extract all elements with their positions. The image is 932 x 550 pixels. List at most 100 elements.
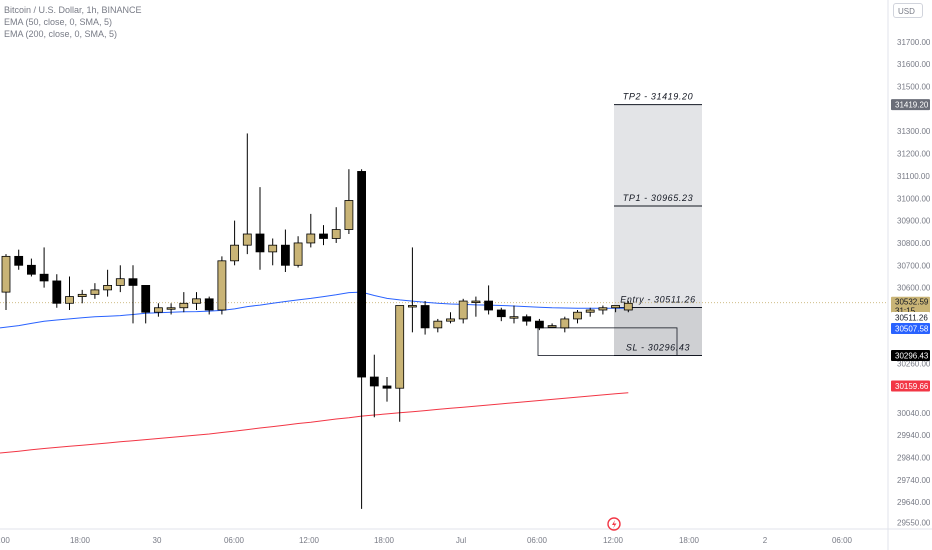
price-tick-label: 31000.00 [897, 194, 931, 203]
price-tick-label: 31200.00 [897, 150, 931, 159]
candle [141, 285, 151, 324]
candle [420, 301, 430, 335]
tp2-price-tag-text: 31419.20 [895, 101, 929, 110]
candle [382, 377, 392, 402]
candle-body [179, 302, 189, 309]
candle [217, 256, 227, 315]
candle [496, 307, 506, 322]
time-tick-label: 12:00 [299, 536, 320, 545]
entry-price-tag-bg [891, 311, 930, 323]
price-tick-label: 30260.00 [897, 360, 931, 369]
candle [331, 207, 341, 243]
price-tick-label: 31700.00 [897, 38, 931, 47]
candle-body [230, 244, 240, 262]
candle [458, 298, 468, 324]
candle-body [268, 244, 278, 253]
candle-body [293, 242, 303, 266]
candle-body [52, 280, 62, 304]
candle-body [331, 229, 341, 239]
candle [293, 236, 303, 268]
candle [585, 307, 595, 317]
time-tick-label: 06:00 [832, 536, 853, 545]
price-tick-label: 31500.00 [897, 83, 931, 92]
candle-body [585, 309, 595, 313]
candle-body [458, 300, 468, 320]
candle-body [14, 255, 24, 266]
candle [128, 265, 138, 324]
legend-symbol[interactable]: Bitcoin / U.S. Dollar, 1h, BINANCE [4, 5, 142, 15]
candle [598, 305, 608, 315]
candle [611, 305, 620, 313]
currency-button[interactable]: USD [893, 3, 923, 18]
price-tick-label: 30800.00 [897, 239, 931, 248]
price-tick-label: 30900.00 [897, 217, 931, 226]
time-axis[interactable]: 2:00 18:00 30 06:00 12:00 18:00 Jul 06:00 12:00 1… [0, 536, 853, 545]
candle-body [547, 325, 557, 328]
candle-body [535, 320, 544, 329]
replay-icon[interactable] [607, 517, 621, 531]
candle-body [306, 233, 316, 244]
candle [522, 314, 532, 326]
candle [560, 316, 570, 333]
candle-body [128, 278, 138, 286]
tp2-label: TP2 - 31419.20 [623, 92, 693, 102]
price-tick-label: 29550.00 [897, 518, 931, 527]
countdown-text: 31:15 [895, 307, 916, 316]
candle [395, 305, 405, 422]
ema50-line [0, 291, 629, 329]
candle-body [153, 307, 163, 313]
candle-body [471, 300, 481, 303]
sl-label: SL - 30296.43 [626, 342, 690, 352]
candle-body [166, 307, 176, 310]
price-tick-label: 31600.00 [897, 60, 931, 69]
candle-body [217, 260, 227, 311]
candle-body [484, 300, 494, 311]
candle-body [573, 311, 582, 320]
position-tool[interactable] [0, 104, 888, 356]
ema50-price-tag-bg [891, 322, 930, 334]
candle [39, 247, 49, 288]
candle [14, 249, 24, 270]
candle [344, 169, 354, 235]
candle [153, 303, 163, 317]
candle [573, 309, 582, 324]
candle-body [26, 264, 36, 275]
candle-body [255, 233, 265, 253]
candle-body [90, 289, 100, 295]
candle-body [395, 305, 405, 389]
price-axis[interactable]: 31700.00 31600.00 31500.00 31300.00 31200.00… [897, 38, 931, 527]
candle-body [382, 385, 392, 389]
price-tick-label: 31100.00 [897, 172, 930, 181]
legend-ema200[interactable]: EMA (200, close, 0, SMA, 5) [4, 29, 118, 39]
candle [471, 296, 481, 317]
candle-body [623, 302, 633, 311]
candle-body [522, 316, 532, 322]
price-tick-label: 29840.00 [897, 453, 931, 462]
candle [268, 238, 278, 266]
candle [230, 220, 240, 266]
candle [204, 296, 214, 315]
time-tick-label: 06:00 [224, 536, 245, 545]
candle-body [242, 233, 252, 246]
entry-label: Entry - 30511.26 [620, 294, 695, 304]
candle-body [192, 298, 201, 304]
sl-price-tag: 30296.43 [891, 349, 930, 361]
candle [509, 305, 519, 324]
legend-ema50[interactable]: EMA (50, close, 0, SMA, 5) [4, 17, 113, 27]
time-tick-label: 2 [763, 536, 768, 545]
candle [433, 318, 443, 333]
current-price-text: 30532.59 [895, 298, 929, 307]
candle [369, 354, 379, 418]
candle-body [141, 285, 151, 313]
candle-body [369, 376, 379, 387]
candle-body [433, 320, 443, 329]
candle [484, 285, 494, 315]
candle [52, 274, 62, 308]
candles [1, 133, 633, 509]
candle [166, 303, 176, 315]
price-tick-label: 30040.00 [897, 409, 931, 418]
position-labels: TP2 - 31419.20 TP1 - 30965.23 Entry - 3051… [620, 92, 695, 353]
candle [192, 292, 201, 310]
